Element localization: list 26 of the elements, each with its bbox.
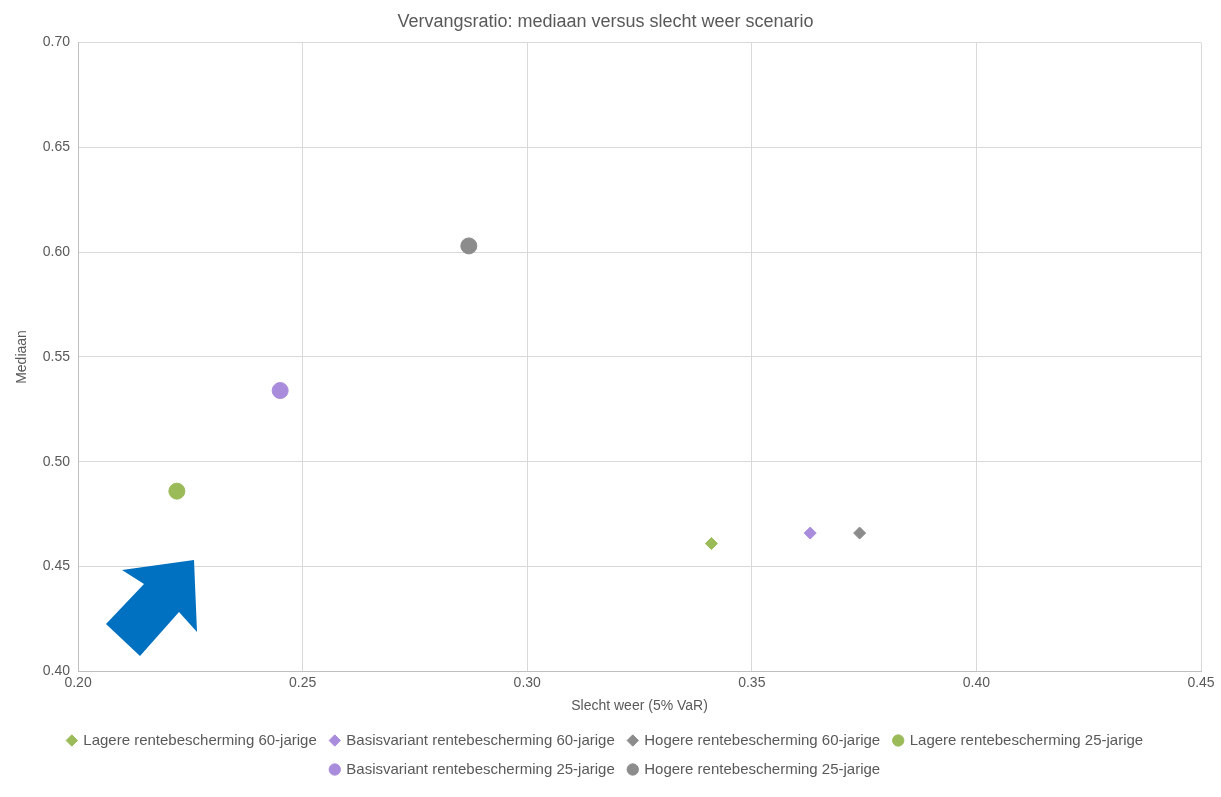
legend-label: Lagere rentebescherming 25-jarige — [909, 730, 1144, 748]
point — [803, 526, 817, 540]
y-tick-label: 0.65 — [42, 138, 71, 155]
x-tick-label: 0.35 — [738, 673, 766, 690]
x-tick-label: 0.40 — [962, 673, 991, 690]
x-tick-label: 0.25 — [289, 673, 317, 690]
y-tick-label: 0.55 — [42, 347, 71, 364]
legend-label: Basisvariant rentebescherming 25-jarige — [346, 759, 615, 777]
point — [460, 237, 478, 255]
legend-label: Hogere rentebescherming 25-jarige — [644, 759, 881, 777]
legend-label: Lagere rentebescherming 60-jarige — [83, 730, 317, 748]
y-tick-label: 0.45 — [42, 557, 71, 574]
x-tick-label: 0.30 — [513, 673, 542, 690]
point — [271, 382, 289, 400]
y-tick-label: 0.70 — [42, 33, 71, 50]
chart-title: Vervangsratio: mediaan versus slecht weer scenario — [397, 10, 814, 31]
y-axis-title: Mediaan — [13, 330, 30, 384]
point — [168, 482, 186, 500]
y-tick-label: 0.50 — [42, 452, 71, 469]
point — [853, 526, 867, 540]
x-axis-title: Slecht weer (5% VaR) — [571, 697, 708, 714]
point — [704, 537, 718, 551]
y-tick-label: 0.60 — [42, 243, 71, 260]
legend-label: Basisvariant rentebescherming 60-jarige — [346, 730, 615, 748]
legend-label: Hogere rentebescherming 60-jarige — [644, 730, 881, 748]
x-tick-label: 0.45 — [1187, 673, 1215, 690]
